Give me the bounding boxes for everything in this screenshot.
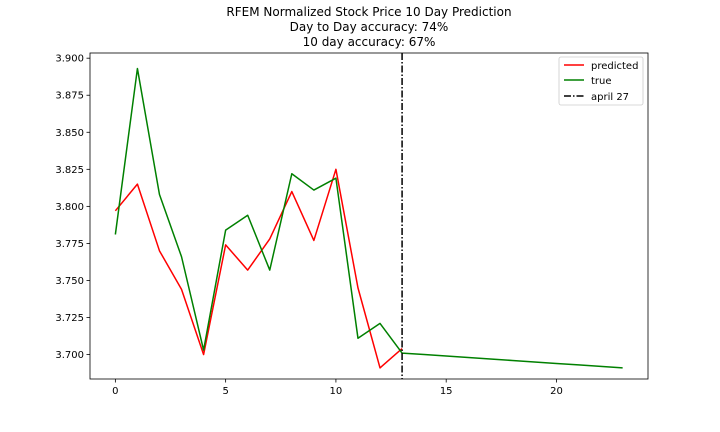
- data-point-true-20: [555, 362, 557, 364]
- data-point-predicted-6: [247, 269, 249, 271]
- y-tick-label: 3.700: [55, 350, 84, 361]
- data-point-true-0: [114, 233, 116, 235]
- data-point-true-9: [313, 189, 315, 191]
- x-axis: 0 5 10 15 20: [112, 379, 563, 397]
- data-point-true-14: [423, 353, 425, 355]
- data-point-predicted-8: [291, 190, 293, 192]
- data-point-predicted-1: [136, 183, 138, 185]
- y-tick-label: 3.800: [55, 202, 84, 213]
- data-point-true-5: [224, 229, 226, 231]
- data-point-predicted-13: [401, 347, 403, 349]
- data-point-true-11: [357, 337, 359, 339]
- y-tick-label: 3.725: [55, 313, 84, 324]
- data-point-predicted-11: [357, 287, 359, 289]
- data-point-true-23: [621, 367, 623, 369]
- plot-area: [114, 53, 623, 379]
- title-line-1: RFEM Normalized Stock Price 10 Day Predi…: [226, 5, 511, 19]
- y-tick-label: 3.775: [55, 239, 84, 250]
- data-point-true-7: [269, 269, 271, 271]
- title-line-2: Day to Day accuracy: 74%: [290, 20, 449, 34]
- data-point-true-16: [467, 356, 469, 358]
- data-point-predicted-0: [114, 210, 116, 212]
- legend: predicted true april 27: [558, 56, 644, 106]
- data-point-predicted-5: [224, 244, 226, 246]
- title-line-3: 10 day accuracy: 67%: [303, 35, 436, 49]
- x-tick-label: 15: [440, 386, 453, 397]
- data-point-true-22: [599, 365, 601, 367]
- y-tick-label: 3.825: [55, 165, 84, 176]
- y-axis: 3.700 3.725 3.750 3.775 3.800 3.825 3.850 3.875…: [55, 54, 90, 361]
- data-point-true-8: [291, 173, 293, 175]
- x-tick-label: 10: [330, 386, 343, 397]
- legend-label-vline: april 27: [591, 92, 629, 103]
- data-point-predicted-10: [335, 168, 337, 170]
- y-tick-label: 3.900: [55, 54, 84, 65]
- x-tick-label: 20: [550, 386, 563, 397]
- x-tick-label: 5: [222, 386, 228, 397]
- data-point-true-10: [335, 177, 337, 179]
- legend-label-predicted: predicted: [591, 61, 638, 72]
- data-point-predicted-2: [158, 250, 160, 252]
- y-tick-label: 3.750: [55, 276, 84, 287]
- data-point-true-19: [533, 361, 535, 363]
- data-point-predicted-12: [379, 367, 381, 369]
- data-point-predicted-3: [180, 288, 182, 290]
- data-point-true-21: [577, 364, 579, 366]
- data-point-true-2: [158, 193, 160, 195]
- legend-label-true: true: [591, 76, 612, 87]
- legend-box: [558, 56, 644, 106]
- y-tick-label: 3.875: [55, 91, 84, 102]
- data-point-true-18: [511, 359, 513, 361]
- plot-frame: [89, 52, 649, 380]
- chart-title: RFEM Normalized Stock Price 10 Day Predi…: [226, 5, 511, 49]
- y-tick-label: 3.850: [55, 128, 84, 139]
- data-point-predicted-7: [269, 238, 271, 240]
- data-point-true-1: [136, 67, 138, 69]
- data-point-true-12: [379, 322, 381, 324]
- data-point-true-3: [180, 256, 182, 258]
- data-point-true-17: [489, 358, 491, 360]
- data-point-true-4: [202, 349, 204, 351]
- data-point-predicted-4: [202, 353, 204, 355]
- data-point-true-15: [445, 355, 447, 357]
- x-tick-label: 0: [112, 386, 118, 397]
- data-point-true-6: [247, 214, 249, 216]
- data-point-predicted-9: [313, 239, 315, 241]
- series-line-true: [114, 67, 623, 369]
- series-line-predicted: [114, 168, 403, 369]
